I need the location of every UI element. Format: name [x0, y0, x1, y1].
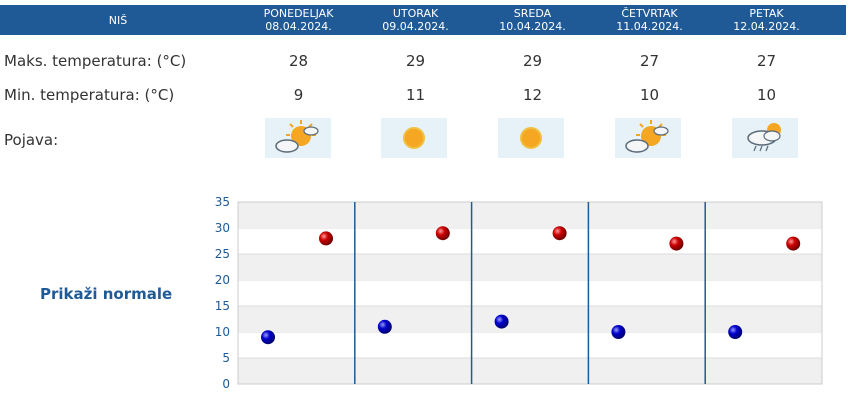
cloud-rain-sun-icon: [732, 118, 798, 158]
min-temp-label: Min. temperatura: (°C): [4, 86, 175, 104]
max-temp-value: 29: [405, 52, 426, 70]
day-name: SREDA: [513, 7, 552, 20]
grid-band: [238, 202, 822, 228]
max-temp-point: [435, 226, 450, 241]
city-name: NIŠ: [108, 14, 128, 27]
day-header-4: ČETVRTAK 11.04.2024.: [591, 5, 708, 35]
day-name: ČETVRTAK: [621, 7, 678, 20]
y-tick-label: 0: [222, 377, 230, 391]
day-header-1: PONEDELJAK 08.04.2024.: [240, 5, 357, 35]
day-date: 11.04.2024.: [616, 20, 683, 33]
plot-border: [237, 201, 823, 385]
min-temp-value: 12: [522, 86, 543, 104]
max-temp-point: [786, 236, 801, 251]
day-name: UTORAK: [392, 7, 439, 20]
day-date: 10.04.2024.: [499, 20, 566, 33]
min-temp-point: [728, 325, 743, 339]
grid-band: [238, 254, 822, 280]
day-name: PETAK: [749, 7, 784, 20]
y-tick-label: 35: [215, 195, 230, 209]
show-normals-link[interactable]: Prikaži normale: [40, 285, 173, 303]
sun-icon: [498, 118, 564, 158]
y-tick-label: 25: [215, 247, 230, 261]
day-date: 12.04.2024.: [733, 20, 800, 33]
day-header-2: UTORAK 09.04.2024.: [357, 5, 474, 35]
min-temp-point: [611, 325, 626, 339]
max-temp-value: 27: [756, 52, 777, 70]
max-temp-value: 29: [522, 52, 543, 70]
sun-behind-cloud-icon: [615, 118, 681, 158]
day-header-5: PETAK 12.04.2024.: [708, 5, 825, 35]
sun-icon: [381, 118, 447, 158]
y-tick-label: 30: [215, 221, 230, 235]
sun-behind-cloud-icon: [265, 118, 331, 158]
max-temp-label: Maks. temperatura: (°C): [4, 52, 187, 70]
max-temp-value: 28: [288, 52, 309, 70]
day-name: PONEDELJAK: [263, 7, 334, 20]
max-temp-point: [669, 236, 684, 251]
day-date: 08.04.2024.: [265, 20, 332, 33]
min-temp-value: 11: [405, 86, 426, 104]
min-temp-point: [494, 314, 509, 329]
min-temp-point: [261, 330, 275, 345]
max-temp-value: 27: [639, 52, 660, 70]
y-tick-label: 10: [215, 325, 230, 339]
y-tick-label: 20: [215, 273, 230, 287]
forecast-header: NIŠ PONEDELJAK 08.04.2024. UTORAK 09.04.…: [0, 5, 846, 35]
phenomenon-label: Pojava:: [4, 131, 59, 149]
day-date: 09.04.2024.: [382, 20, 449, 33]
max-temp-point: [552, 226, 567, 241]
min-temp-value: 9: [293, 86, 304, 104]
grid-band: [238, 358, 822, 384]
day-header-3: SREDA 10.04.2024.: [474, 5, 591, 35]
y-tick-label: 15: [215, 299, 230, 313]
y-tick-label: 5: [222, 351, 230, 365]
max-temp-point: [319, 231, 333, 246]
min-temp-value: 10: [756, 86, 777, 104]
min-temp-point: [377, 319, 392, 334]
min-temp-value: 10: [639, 86, 660, 104]
grid-band: [238, 306, 822, 332]
